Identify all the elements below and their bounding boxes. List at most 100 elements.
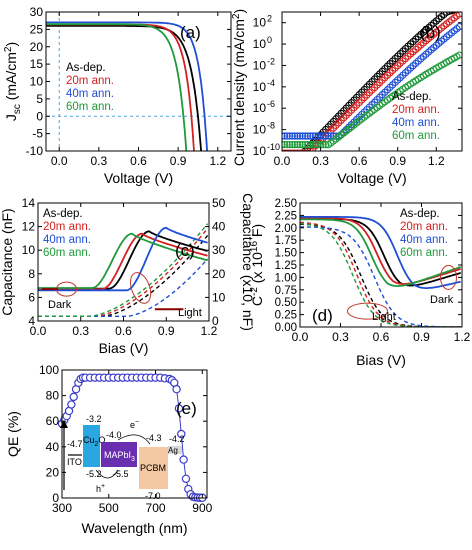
a-ytick-label: 5: [36, 92, 43, 106]
b-data-point: [291, 140, 299, 149]
c-dark-line: [38, 232, 208, 289]
a-xtick-label: 0.9: [170, 154, 187, 168]
e-xtick-label: 500: [99, 501, 119, 515]
e-pcbm-bottom: -7.0: [145, 491, 161, 501]
d-panel-label: (d): [312, 306, 333, 325]
d-xtick-label: 0.3: [332, 330, 349, 344]
d-dark-line: [300, 218, 461, 287]
d-ytick-label: 0.25: [275, 310, 297, 322]
a-ylabel: Jsc (mA/cm2): [3, 42, 23, 121]
e-hole-arrow: [95, 469, 119, 479]
b-ytick-label: 10: [253, 101, 267, 115]
a-series-line: [46, 23, 188, 151]
e-data-point: [69, 392, 78, 402]
b-ytick-label: 10: [253, 58, 267, 72]
e-mapbi-top: -4.0: [106, 430, 122, 440]
b-data-point: [286, 140, 294, 149]
a-xtick-label: 1.2: [209, 154, 226, 168]
c-xtick-label: 0.9: [158, 324, 175, 338]
b-ytick-exponent: -10: [267, 142, 280, 152]
c-curves: [38, 223, 209, 317]
c-ytick-right-label: 20: [212, 267, 226, 281]
b-data-point: [282, 140, 286, 149]
b-markers: [282, 12, 462, 160]
c-ytick-label: 4: [28, 314, 35, 328]
b-data-point: [286, 132, 294, 140]
b-legend-1: 20m ann.: [392, 104, 440, 116]
b-data-point: [311, 141, 320, 149]
a-ytick-label: -10: [26, 144, 44, 158]
b-ytick-label: 10: [253, 16, 267, 30]
a-ytick-label: 0: [36, 109, 43, 123]
e-cu2o-bottom: -5.2: [86, 469, 102, 479]
a-series-line: [46, 21, 208, 151]
b-data-point: [282, 132, 286, 140]
d-legend-3: 60m ann.: [400, 247, 448, 259]
b-data-point: [322, 132, 330, 140]
b-ytick-exponent: 2: [267, 14, 272, 24]
a-xtick-label: 0.0: [51, 154, 68, 168]
b-data-point: [294, 149, 301, 151]
a-legend-3: 60m ann.: [66, 101, 114, 113]
b-ytick-exponent: -4: [267, 78, 275, 88]
d-ytick-label: 2.25: [275, 210, 297, 222]
d-xtick-label: 1.2: [454, 330, 471, 344]
b-data-point: [304, 140, 312, 149]
b-ytick-label: 10: [253, 80, 267, 94]
b-ylabel: Current density (mA/cm2): [231, 9, 247, 166]
b-data-point: [314, 141, 322, 149]
c-legend-2: 40m ann.: [43, 234, 91, 246]
e-cu2o-label: Cu2O: [83, 435, 105, 448]
b-data-point: [297, 149, 303, 151]
c-dark-line: [38, 226, 208, 292]
d-dark-label: Dark: [430, 294, 454, 306]
e-ytick-label: 80: [46, 389, 60, 403]
e-cu2o-box: [83, 425, 100, 467]
b-data-point: [288, 132, 296, 140]
b-data-point: [284, 149, 291, 151]
e-xtick-label: 300: [52, 501, 72, 515]
e-xtick-label: 700: [146, 501, 166, 515]
b-data-point: [293, 132, 302, 140]
b-data-point: [296, 140, 304, 149]
d-ytick-label: 1.00: [275, 272, 297, 284]
b-data-point: [319, 132, 327, 140]
e-ag-label: Ag: [168, 446, 178, 455]
b-data-point: [286, 149, 293, 151]
b-data-point: [455, 51, 462, 59]
a-ytick-label: 20: [30, 40, 44, 54]
b-data-point: [297, 153, 303, 159]
b-data-point: [289, 149, 296, 151]
d-ytick-label: 1.50: [275, 248, 297, 260]
b-data-point: [282, 140, 289, 149]
b-data-point: [299, 149, 306, 151]
e-ag-value: -4.2: [169, 434, 185, 444]
a-xtick-label: 0.3: [91, 154, 108, 168]
b-data-point: [292, 154, 298, 160]
c-ytick-label: 8: [28, 267, 35, 281]
e-pcbm-label: PCBM: [140, 463, 166, 473]
b-data-point: [455, 12, 462, 18]
d-light-label: Light: [372, 311, 396, 323]
b-data-point: [282, 149, 288, 151]
c-ytick-right-label: 30: [212, 243, 226, 257]
c-xtick-label: 0.3: [72, 324, 89, 338]
b-xtick-label: 0.6: [351, 154, 368, 168]
c-light-ellipse: [130, 272, 152, 304]
d-ytick-label: 1.75: [275, 235, 297, 247]
e-data-point: [174, 404, 184, 413]
b-ytick-label: 10: [253, 123, 267, 137]
e-ytick-label: 20: [46, 465, 60, 479]
b-legend-3: 60m ann.: [392, 130, 440, 142]
a-ytick-label: 10: [30, 75, 44, 89]
e-ytick-label: 40: [46, 440, 60, 454]
a-ytick-label: 25: [30, 22, 44, 36]
c-panel-label: (c): [175, 241, 195, 260]
a-legend-1: 20m ann.: [66, 75, 114, 87]
c-ytick-right-label: 10: [212, 290, 226, 304]
panel-d: 0.0 0.3 0.6 0.9 1.20.000.250.500.751.001.251…: [249, 198, 471, 368]
c-ytick-label: 12: [22, 220, 36, 234]
b-ytick-exponent: -6: [267, 99, 275, 109]
